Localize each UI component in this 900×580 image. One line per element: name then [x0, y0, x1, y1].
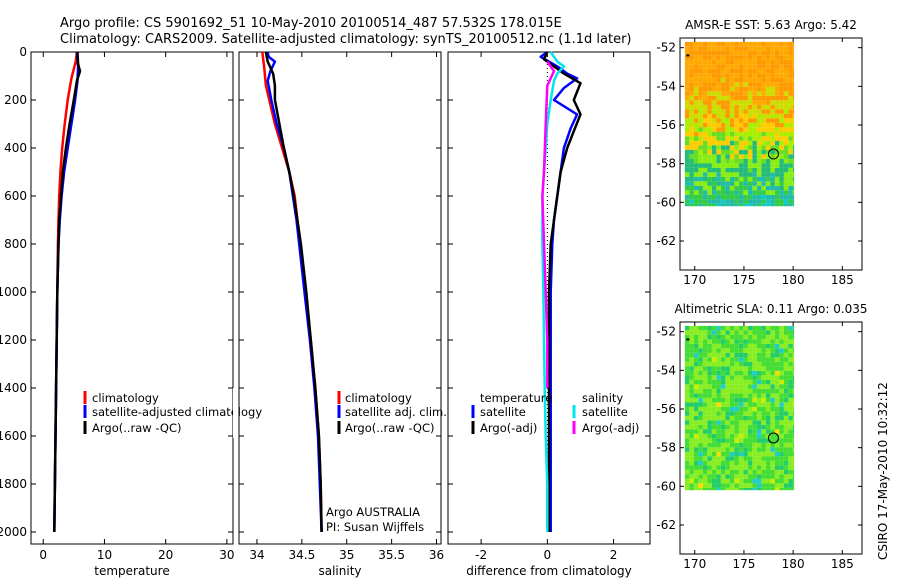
y-tick-label: 0 [19, 45, 27, 59]
annotation-pi: PI: Susan Wijffels [326, 520, 424, 534]
y-tick-label: 1000 [0, 285, 27, 299]
argo-location-marker [767, 432, 779, 444]
y-tick-label: 1800 [0, 477, 27, 491]
x-tick-label: 20 [158, 548, 173, 562]
map-corner-marker [686, 54, 690, 57]
y-tick-label: 200 [4, 93, 27, 107]
map-y-tick-label: -56 [656, 402, 676, 416]
temperature-legend: climatology satellite-adjusted climatolo… [83, 391, 262, 435]
map-y-tick-label: -60 [656, 195, 676, 209]
legend-label: satellite [582, 405, 628, 419]
legend-label: climatology [345, 391, 412, 405]
y-tick-label: 1600 [0, 429, 27, 443]
map-x-tick-label: 175 [732, 557, 755, 571]
series-line-magenta [541, 60, 556, 388]
x-tick-label: -2 [475, 548, 487, 562]
series-line-blue [539, 50, 579, 532]
sst-map: AMSR-E SST: 5.63 Argo: 5.42 170 175 180 185 -… [656, 18, 863, 287]
x-tick-label: 0 [544, 548, 552, 562]
legend-label: Argo(..raw -QC) [92, 421, 182, 435]
series-line-black [542, 51, 582, 532]
y-tick-label: 1200 [0, 333, 27, 347]
map-x-tick-label: 170 [683, 273, 706, 287]
x-tick-label: 34 [249, 548, 264, 562]
header-line-2: Climatology: CARS2009. Satellite-adjuste… [60, 32, 632, 47]
map-x-tick-label: 175 [732, 273, 755, 287]
x-tick-label: 0 [39, 548, 47, 562]
difference-panel: -2 0 2 difference from climatology [447, 50, 651, 578]
map-y-tick-label: -54 [656, 79, 676, 93]
map-x-tick-label: 180 [782, 273, 805, 287]
map-y-tick-label: -58 [656, 441, 676, 455]
map-x-tick-label: 185 [831, 273, 854, 287]
map-title: AMSR-E SST: 5.63 Argo: 5.42 [685, 18, 857, 32]
salinity-panel: 34 34.5 35 35.5 36 salinity [238, 51, 444, 578]
y-tick-label: 2000 [0, 525, 27, 539]
series-line-black [53, 51, 82, 533]
x-tick-label: 2 [610, 548, 618, 562]
map-x-tick-label: 180 [782, 557, 805, 571]
y-tick-label: 800 [4, 237, 27, 251]
map-y-tick-label: -56 [656, 118, 676, 132]
header-line-1: Argo profile: CS 5901692_51 10-May-2010 … [60, 16, 562, 31]
map-corner-marker [686, 338, 690, 341]
x-tick-label: 10 [97, 548, 112, 562]
salinity-legend: climatology satellite adj. clim. Argo(..… [326, 391, 447, 534]
legend-heading-salinity: salinity [582, 391, 623, 405]
map-y-tick-label: -52 [656, 325, 676, 339]
y-tick-label: 1400 [0, 381, 27, 395]
map-y-tick-label: -60 [656, 479, 676, 493]
map-y-tick-label: -62 [656, 518, 676, 532]
x-axis-label: temperature [94, 564, 169, 578]
legend-label: satellite adj. clim. [345, 405, 447, 419]
x-axis-label: difference from climatology [466, 564, 632, 578]
legend-label: Argo(..raw -QC) [345, 421, 435, 435]
legend-label: satellite [480, 405, 526, 419]
temperature-panel: 0 10 20 30 0 200 400 600 800 1000 1200 1400 1600 1800… [0, 45, 235, 578]
map-frame [679, 321, 863, 555]
plot-frame [30, 51, 234, 545]
difference-legend: temperature salinity satellite Argo(-adj… [471, 391, 639, 435]
x-tick-label: 30 [219, 548, 234, 562]
x-tick-label: 35 [339, 548, 354, 562]
y-tick-label: 400 [4, 141, 27, 155]
x-tick-label: 36 [429, 548, 444, 562]
map-y-tick-label: -62 [656, 234, 676, 248]
map-raster [684, 41, 795, 207]
map-title: Altimetric SLA: 0.11 Argo: 0.035 [674, 302, 867, 316]
map-y-tick-label: -58 [656, 157, 676, 171]
annotation-argo-australia: Argo AUSTRALIA [326, 505, 420, 519]
series-line-blue [266, 51, 323, 533]
map-x-tick-label: 170 [683, 557, 706, 571]
map-y-tick-label: -52 [656, 41, 676, 55]
sla-map: Altimetric SLA: 0.11 Argo: 0.035 170 175 18… [656, 302, 867, 571]
x-tick-label: 34.5 [288, 548, 315, 562]
y-tick-label: 600 [4, 189, 27, 203]
map-x-tick-label: 185 [831, 557, 854, 571]
argo-location-marker [767, 148, 779, 160]
legend-label: climatology [92, 391, 159, 405]
legend-heading-temperature: temperature [480, 391, 552, 405]
x-tick-label: 35.5 [378, 548, 405, 562]
plot-frame [238, 51, 442, 545]
plot-frame [447, 51, 651, 545]
map-raster [684, 325, 795, 491]
map-frame [679, 37, 863, 271]
legend-label: Argo(-adj) [480, 421, 537, 435]
legend-label: satellite-adjusted climatology [92, 405, 262, 419]
timestamp-stamp: CSIRO 17-May-2010 10:32:12 [876, 382, 890, 560]
map-y-tick-label: -54 [656, 363, 676, 377]
x-axis-label: salinity [318, 564, 361, 578]
legend-label: Argo(-adj) [582, 421, 639, 435]
series-line-red [261, 51, 323, 533]
series-line-black [264, 51, 323, 533]
